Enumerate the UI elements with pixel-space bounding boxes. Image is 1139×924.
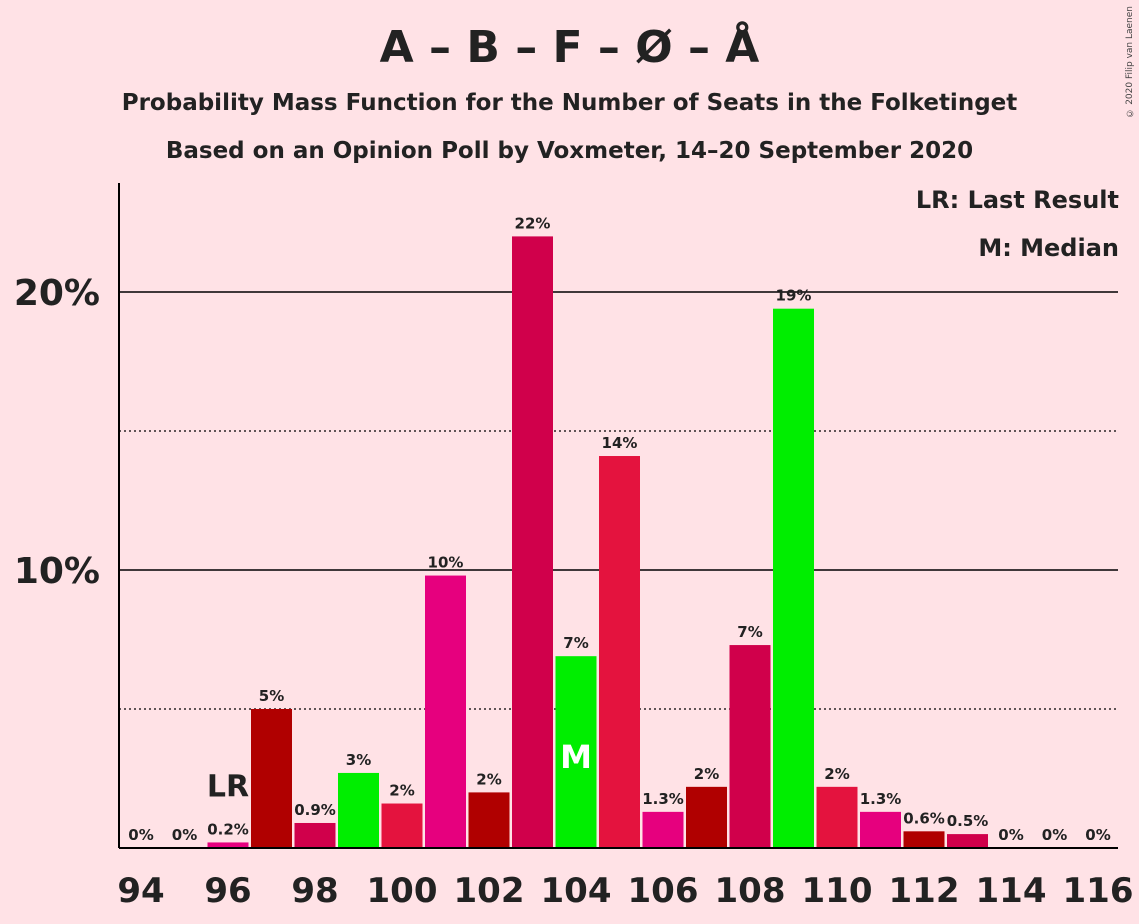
bar-label-96: 0.2% bbox=[207, 820, 249, 838]
x-tick-label: 108 bbox=[715, 871, 786, 911]
x-tick-label: 112 bbox=[889, 871, 960, 911]
bar-label-111: 1.3% bbox=[860, 790, 902, 808]
bar-label-95: 0% bbox=[172, 826, 197, 844]
x-tick-label: 102 bbox=[454, 871, 525, 911]
x-tick-label: 110 bbox=[802, 871, 873, 911]
legend-last-result: LR: Last Result bbox=[915, 186, 1119, 214]
x-tick-label: 106 bbox=[628, 871, 699, 911]
bar-102 bbox=[468, 792, 510, 848]
bar-97 bbox=[251, 709, 292, 848]
bar-label-107: 2% bbox=[694, 765, 719, 783]
x-tick-label: 94 bbox=[117, 871, 164, 911]
x-tick-label: 104 bbox=[541, 871, 612, 911]
bar-101 bbox=[425, 575, 466, 848]
bar-100 bbox=[381, 803, 423, 848]
bar-label-104: 7% bbox=[563, 634, 588, 652]
bar-label-105: 14% bbox=[602, 434, 638, 452]
bar-108 bbox=[729, 645, 771, 848]
bar-label-109: 19% bbox=[776, 287, 812, 305]
bar-label-112: 0.6% bbox=[903, 809, 945, 827]
bar-96 bbox=[207, 842, 249, 848]
bar-label-114: 0% bbox=[998, 826, 1023, 844]
x-tick-label: 96 bbox=[204, 871, 251, 911]
bar-110 bbox=[816, 786, 858, 848]
bar-label-98: 0.9% bbox=[294, 801, 336, 819]
bar-105 bbox=[599, 456, 640, 848]
bar-111 bbox=[860, 811, 901, 848]
bar-label-101: 10% bbox=[428, 554, 464, 572]
bar-109 bbox=[773, 308, 814, 848]
y-tick-label: 20% bbox=[14, 273, 100, 314]
x-tick-label: 100 bbox=[367, 871, 438, 911]
bar-label-115: 0% bbox=[1042, 826, 1067, 844]
bar-label-97: 5% bbox=[259, 687, 284, 705]
chart-title: A – B – F – Ø – Å bbox=[379, 22, 760, 73]
chart-subtitle: Probability Mass Function for the Number… bbox=[121, 90, 1018, 116]
x-tick-label: 116 bbox=[1063, 871, 1134, 911]
x-tick-label: 114 bbox=[976, 871, 1047, 911]
bar-98 bbox=[294, 822, 336, 848]
bar-112 bbox=[903, 831, 945, 848]
bar-113 bbox=[947, 834, 988, 848]
bar-104 bbox=[555, 656, 597, 848]
bar-label-102: 2% bbox=[476, 770, 501, 788]
bar-label-108: 7% bbox=[737, 623, 762, 641]
x-tick-label: 98 bbox=[291, 871, 338, 911]
bar-label-110: 2% bbox=[824, 765, 849, 783]
bar-label-100: 2% bbox=[389, 782, 414, 800]
bar-label-103: 22% bbox=[515, 214, 551, 232]
bar-106 bbox=[642, 811, 684, 848]
median-marker: M bbox=[560, 738, 592, 776]
bar-107 bbox=[686, 786, 727, 848]
bar-label-94: 0% bbox=[128, 826, 153, 844]
bar-99 bbox=[338, 772, 379, 848]
bar-label-99: 3% bbox=[346, 751, 371, 769]
bar-label-106: 1.3% bbox=[642, 790, 684, 808]
y-tick-label: 10% bbox=[14, 551, 100, 592]
last-result-marker: LR bbox=[207, 769, 249, 804]
bar-label-113: 0.5% bbox=[947, 812, 989, 830]
legend-median: M: Median bbox=[978, 234, 1119, 262]
bar-103 bbox=[512, 236, 553, 848]
chart-source-subtitle: Based on an Opinion Poll by Voxmeter, 14… bbox=[165, 138, 974, 164]
bar-label-116: 0% bbox=[1085, 826, 1110, 844]
